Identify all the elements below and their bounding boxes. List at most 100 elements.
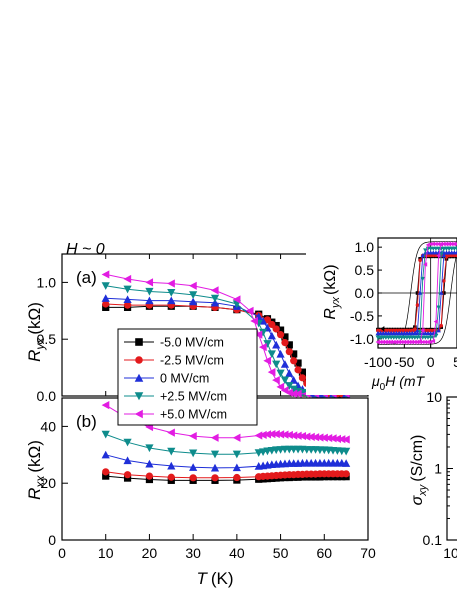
inset-data-point — [407, 328, 412, 333]
inset-data-point — [415, 303, 420, 307]
panel-b-y-tick-label: 0 — [48, 532, 56, 548]
inset-data-point — [431, 338, 436, 344]
panel-b-x-tick-label: 0 — [58, 545, 66, 561]
panel-a-data-point — [145, 296, 154, 305]
legend-marker — [134, 373, 144, 382]
inset-data-point — [399, 339, 404, 345]
panel-a-data-point — [276, 382, 285, 392]
panel-a-data-point — [189, 291, 198, 299]
panel-a-data-point — [189, 297, 198, 306]
panel-a-data-point — [263, 316, 272, 324]
inset-data-point — [375, 339, 380, 345]
inset-data-point — [446, 241, 451, 247]
inset-data-point — [420, 328, 425, 333]
panel-b-data-point — [307, 432, 315, 442]
inset-data-point — [425, 339, 430, 345]
panel-b-data-point — [211, 474, 219, 482]
panel-b-data-point — [276, 430, 285, 439]
panel-b-y-label: Rxx(kΩ) — [25, 440, 47, 500]
panel-b-data-point — [145, 444, 154, 453]
panel-b-ticks: 0 20 40 0 10 20 30 40 50 60 70 — [40, 418, 376, 561]
inset-data-point — [439, 323, 444, 328]
panel-a-data-point — [285, 348, 293, 356]
panel-b-data-point — [102, 468, 110, 476]
inset-data-point — [423, 262, 428, 267]
inset-data-point — [425, 242, 430, 248]
panel-a-data-point — [167, 279, 175, 288]
panel-b-series — [101, 450, 351, 472]
inset-data-point — [449, 253, 454, 258]
panel-b-data-point — [189, 463, 198, 471]
panel-a-data-point — [268, 320, 276, 329]
panel-a-data-point — [289, 375, 298, 384]
panel-a-data-point — [123, 274, 132, 284]
inset-data-point — [452, 253, 457, 258]
panel-b-data-point — [101, 450, 110, 459]
panel-b: (b) 0 20 40 0 10 20 30 40 50 60 70 Rxx(kΩ) T (K) — [25, 397, 376, 588]
panel-a-data-point — [145, 287, 154, 296]
panel-a-data-point — [102, 300, 110, 308]
inset-x-tick-label: 0 — [427, 354, 435, 370]
inset-x-label: μ0H (mT — [371, 373, 426, 393]
inset-reference-loop — [377, 241, 457, 345]
inset-x-tick-label: -100 — [364, 354, 392, 370]
inset-data-point — [454, 250, 457, 255]
panel-b-x-tick-label: 70 — [360, 545, 376, 561]
panel-a-data-point — [290, 357, 298, 365]
inset-data-point — [441, 253, 447, 258]
inset-data-point — [412, 330, 418, 336]
panel-b-data-point — [123, 438, 132, 447]
panel-b-x-tick-label: 10 — [98, 545, 114, 561]
panel-b-data-point — [254, 431, 263, 440]
inset-data-point — [428, 241, 433, 247]
panel-b-data-point — [102, 472, 110, 480]
panel-a-data-point — [254, 330, 263, 339]
panel-a-y-tick-label: 1.0 — [37, 274, 57, 290]
panel-b-data-point — [337, 435, 346, 444]
panel-a-y-ticks: 0.0 0.5 1.0 — [37, 254, 369, 404]
panel-a-data-point — [285, 388, 293, 397]
panel-a-data-point — [272, 340, 281, 349]
panel-b-data-point — [320, 433, 328, 442]
inset-data-point — [380, 339, 386, 345]
panel-b-data-point — [123, 456, 132, 465]
legend-marker — [135, 356, 143, 364]
inset-data-point — [431, 335, 436, 340]
panel-a-data-point — [245, 306, 254, 315]
inset-data-point — [394, 328, 399, 333]
panel-a-data-point — [267, 331, 276, 340]
inset-data-point — [376, 328, 380, 333]
panel-b-data-point — [293, 431, 302, 440]
legend-marker — [134, 409, 143, 419]
panel-b-data-point — [210, 463, 220, 472]
panel-b-data-point — [328, 434, 337, 443]
legend-label: -5.0 MV/cm — [160, 336, 224, 350]
inset-data-point — [402, 339, 407, 345]
inset-data-point — [397, 328, 401, 333]
inset-y-tick-label: -0.5 — [350, 308, 374, 324]
inset-data-point — [428, 339, 433, 345]
inset-data-point — [389, 328, 393, 333]
panel-b-data-point — [232, 450, 241, 459]
inset-data-point — [386, 339, 391, 345]
panel-a-data-point — [210, 294, 220, 303]
inset-data-point — [431, 241, 436, 247]
inset-data-point — [442, 279, 446, 283]
inset-data-point — [417, 339, 422, 344]
panel-a-data-point — [101, 294, 110, 302]
inset-data-point — [426, 328, 430, 333]
inset-sweep-arrow — [380, 326, 385, 332]
inset-data-point — [402, 328, 407, 333]
panel-b-x-tick-label: 20 — [142, 545, 158, 561]
inset-data-point — [452, 241, 457, 247]
inset-data-point — [383, 339, 388, 345]
panel-a-y-tick-label: 0.5 — [37, 331, 57, 347]
inset-data-point — [407, 339, 412, 345]
panel-a-data-point — [298, 368, 307, 376]
panel-a-data-point — [258, 328, 268, 337]
panel-b-data-point — [145, 459, 154, 468]
panel-a-y-label: Ryx(kΩ) — [25, 302, 47, 362]
panel-b-data-point — [167, 473, 175, 481]
panel-a-data-point — [272, 360, 281, 369]
